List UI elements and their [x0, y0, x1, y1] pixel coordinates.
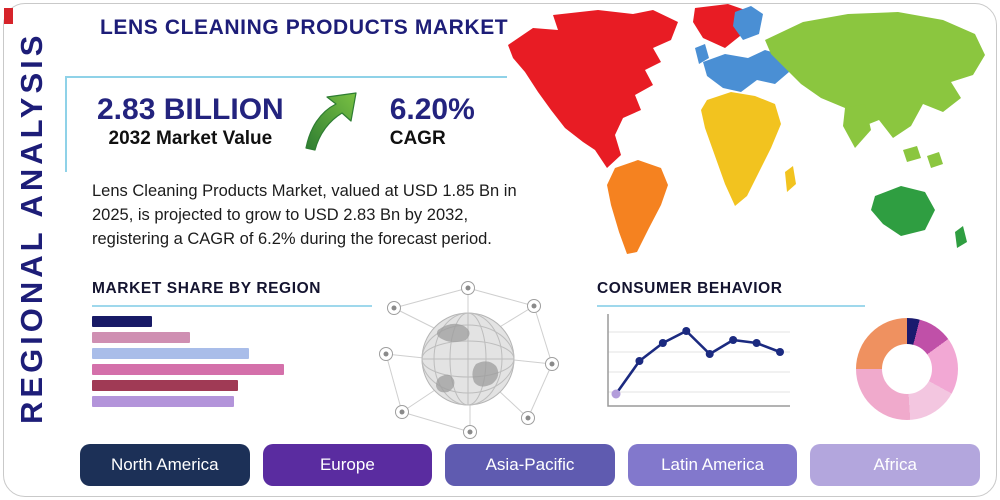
donut-hole — [882, 344, 932, 394]
side-label: REGIONAL ANALYSIS — [14, 31, 49, 424]
market-value: 2.83 BILLION — [97, 93, 284, 126]
page-title: LENS CLEANING PRODUCTS MARKET — [100, 16, 509, 39]
bar-segment — [92, 332, 190, 343]
region-button-asia-pacific[interactable]: Asia-Pacific — [445, 444, 615, 486]
growth-arrow-icon — [305, 92, 357, 151]
cagr-value: 6.20% — [389, 93, 475, 126]
cagr-stat: 6.20% CAGR — [390, 94, 475, 150]
region-buttons: North America Europe Asia-Pacific Latin Ame… — [80, 444, 980, 486]
bar-segment — [92, 316, 152, 327]
market-value-label: 2032 Market Value — [108, 127, 273, 149]
market-value-stat: 2.83 BILLION 2032 Market Value — [97, 94, 284, 150]
region-button-europe[interactable]: Europe — [262, 444, 433, 486]
stats-box: 2.83 BILLION 2032 Market Value 6.20% CAG… — [65, 76, 507, 172]
bar-chart — [92, 316, 302, 412]
market-share-header: MARKET SHARE BY REGION — [92, 280, 372, 307]
bar-segment — [92, 380, 238, 391]
bar-segment — [92, 364, 284, 375]
world-map-graphic — [508, 4, 985, 254]
region-button-latin-america[interactable]: Latin America — [627, 444, 798, 486]
bar-segment — [92, 348, 249, 359]
corner-mark — [4, 8, 13, 24]
consumer-behavior-header: CONSUMER BEHAVIOR — [597, 280, 865, 307]
donut-chart — [856, 318, 958, 420]
line-chart-svg — [607, 314, 790, 407]
cagr-label: CAGR — [389, 127, 446, 149]
bar-segment — [92, 396, 234, 407]
region-button-north-america[interactable]: North America — [80, 444, 250, 486]
region-button-africa[interactable]: Africa — [810, 444, 980, 486]
globe-network-graphic — [379, 281, 559, 439]
description-text: Lens Cleaning Products Market, valued at… — [92, 182, 517, 248]
